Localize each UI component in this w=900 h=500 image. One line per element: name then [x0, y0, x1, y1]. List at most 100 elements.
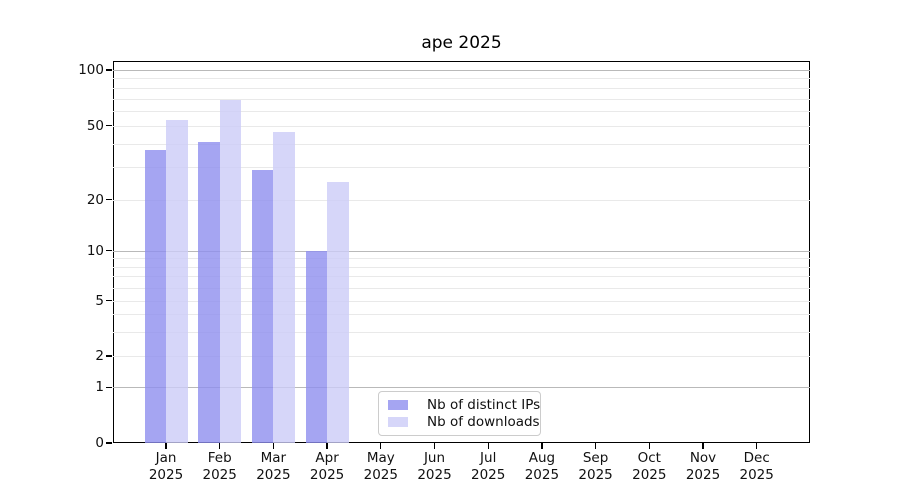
legend-row: Nb of downloads — [388, 414, 540, 431]
y-tick — [106, 199, 112, 201]
y-tick — [106, 125, 112, 127]
y-tick-label: 2 — [95, 348, 104, 364]
x-tick-month: Nov — [689, 450, 717, 466]
x-tick-month: Oct — [637, 450, 661, 466]
minor-gridline — [113, 276, 810, 278]
y-tick — [106, 442, 112, 444]
legend-row: Nb of distinct IPs — [388, 396, 540, 413]
x-tick — [326, 443, 328, 449]
bar-downloads — [327, 181, 349, 443]
x-tick — [433, 443, 436, 449]
y-tick-label: 0 — [95, 435, 104, 451]
bar-distinct-ips — [305, 250, 328, 443]
x-tick — [756, 443, 758, 449]
minor-gridline — [113, 314, 810, 316]
x-tick-year: 2025 — [363, 466, 398, 483]
bar-downloads — [273, 132, 295, 443]
y-tick — [106, 69, 112, 71]
x-tick-month: Feb — [207, 450, 232, 466]
major-gridline — [113, 250, 810, 252]
minor-gridline — [113, 125, 810, 127]
x-tick — [648, 443, 650, 449]
x-tick — [702, 443, 704, 449]
x-tick-year: 2025 — [524, 466, 560, 483]
minor-gridline — [113, 258, 810, 260]
x-tick-year: 2025 — [148, 466, 184, 483]
y-tick-label: 1 — [95, 379, 104, 396]
x-tick-label: Apr 2025 — [295, 450, 359, 483]
x-tick-year: 2025 — [417, 466, 452, 483]
major-gridline — [113, 387, 810, 389]
bar-distinct-ips — [251, 169, 274, 443]
x-tick-label: Jun 2025 — [403, 450, 467, 483]
x-tick — [219, 443, 221, 449]
y-tick-label: 5 — [95, 292, 104, 309]
major-gridline — [113, 70, 810, 71]
x-tick — [541, 443, 543, 449]
minor-gridline — [113, 331, 810, 333]
x-tick-year: 2025 — [578, 466, 613, 483]
bar-distinct-ips — [144, 150, 166, 443]
x-tick-year: 2025 — [739, 466, 774, 483]
y-tick-label: 100 — [78, 62, 104, 78]
x-tick-year: 2025 — [632, 466, 667, 483]
x-tick-month: Jul — [480, 450, 497, 466]
x-tick-label: Feb 2025 — [188, 450, 252, 483]
bar-distinct-ips — [198, 141, 220, 443]
x-tick-label: Jul 2025 — [456, 450, 520, 483]
x-tick-year: 2025 — [471, 466, 506, 483]
x-tick-label: Nov 2025 — [671, 450, 735, 483]
x-tick — [165, 443, 167, 449]
x-tick-label: Dec 2025 — [725, 450, 789, 483]
x-tick-month: Jun — [423, 450, 446, 466]
minor-gridline — [113, 87, 810, 89]
x-tick — [380, 443, 382, 449]
legend: Nb of distinct IPs Nb of downloads — [378, 391, 541, 436]
bar-downloads — [219, 99, 242, 443]
x-tick-month: Mar — [260, 450, 287, 466]
y-tick — [106, 355, 112, 357]
x-tick-year: 2025 — [685, 466, 721, 483]
x-tick — [594, 443, 597, 449]
bar-downloads — [166, 119, 188, 443]
minor-gridline — [113, 300, 810, 302]
minor-gridline — [113, 199, 810, 201]
minor-gridline — [113, 287, 810, 289]
x-tick-label: May 2025 — [349, 450, 413, 483]
legend-label: Nb of distinct IPs — [427, 396, 541, 413]
x-tick — [272, 443, 275, 449]
y-tick — [106, 250, 112, 252]
x-tick-label: Jan 2025 — [134, 450, 198, 483]
y-tick — [106, 300, 112, 302]
x-tick-month: Apr — [315, 450, 339, 466]
x-tick-month: Aug — [528, 450, 556, 466]
y-tick — [106, 386, 112, 388]
x-tick-label: Oct 2025 — [617, 450, 681, 483]
x-tick-year: 2025 — [202, 466, 237, 483]
x-tick — [487, 443, 489, 449]
minor-gridline — [113, 166, 810, 168]
x-tick-year: 2025 — [309, 466, 345, 483]
x-tick-label: Mar 2025 — [241, 450, 305, 483]
minor-gridline — [113, 266, 810, 268]
minor-gridline — [113, 78, 810, 80]
y-tick-label: 20 — [86, 191, 104, 208]
x-tick-month: Dec — [743, 450, 770, 466]
x-tick-label: Aug 2025 — [510, 450, 574, 483]
y-tick-label: 50 — [86, 117, 104, 134]
x-tick-year: 2025 — [256, 466, 291, 483]
legend-swatch-distinct-ips — [388, 399, 408, 410]
minor-gridline — [113, 143, 810, 145]
legend-label: Nb of downloads — [427, 414, 540, 431]
minor-gridline — [113, 356, 810, 357]
minor-gridline — [113, 111, 810, 113]
x-tick-month: May — [366, 450, 395, 466]
x-tick-month: Jan — [155, 450, 177, 466]
chart-title: ape 2025 — [421, 33, 502, 53]
x-tick-month: Sep — [582, 450, 609, 466]
legend-swatch-downloads — [388, 417, 408, 428]
x-tick-label: Sep 2025 — [564, 450, 628, 483]
minor-gridline — [113, 98, 810, 100]
y-tick-label: 10 — [86, 242, 104, 259]
